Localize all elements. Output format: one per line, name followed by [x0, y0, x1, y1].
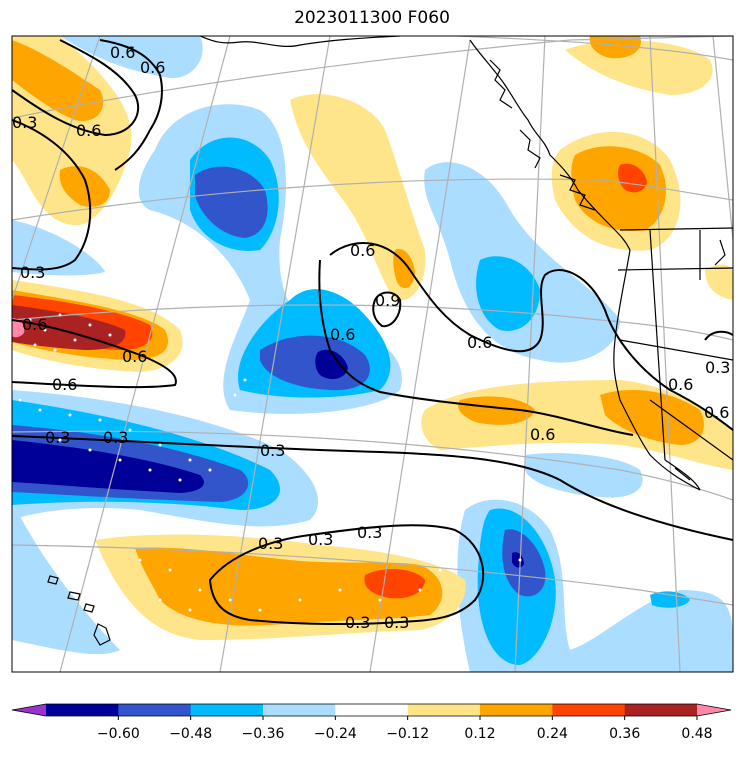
stipple-dots	[18, 313, 522, 612]
contour-label: 0.3	[12, 113, 37, 132]
contour-label: 0.6	[22, 315, 47, 334]
colorbar-tick-label: 0.36	[609, 726, 640, 742]
contour-label: 0.3	[103, 428, 128, 447]
contour-label: 0.9	[375, 291, 400, 310]
colorbar-segment	[263, 704, 336, 716]
contour-label: 0.6	[122, 347, 147, 366]
colorbar-segment	[46, 704, 119, 716]
contour-label: 0.3	[345, 613, 370, 632]
contour-label: 0.6	[704, 403, 729, 422]
pink-fills	[12, 318, 25, 338]
coastlines	[199, 36, 733, 491]
contour-label: 0.6	[330, 325, 355, 344]
colorbar-tick-label: 0.24	[537, 726, 568, 742]
colorbar-segment	[190, 704, 264, 716]
hawaii-islands	[47, 575, 111, 646]
contour-label: 0.3	[705, 358, 730, 377]
colorbar-segment	[624, 704, 698, 716]
dark-red-fills	[12, 305, 126, 350]
colorbar-outline	[11, 703, 732, 717]
contour-label: 0.6	[668, 375, 693, 394]
colorbar-extend-max	[697, 704, 731, 716]
contour-label: 0.3	[258, 534, 283, 553]
colorbar: −0.60 −0.48 −0.36 −0.24 −0.12 0.12 0.24 0.36 0.4…	[11, 703, 732, 742]
colorbar-tick-label: −0.12	[386, 726, 429, 742]
colorbar-tick-label: 0.12	[464, 726, 495, 742]
colorbar-segment	[552, 704, 626, 716]
colorbar-segment	[118, 704, 192, 716]
contour-labels: 0.6 0.6 0.3 0.6 0.3 0.6 0.6 0.6 0.9 0.6 …	[12, 43, 730, 632]
navy-fills	[12, 349, 524, 568]
colorbar-tick-label: −0.24	[314, 726, 357, 742]
contour-label: 0.3	[384, 613, 409, 632]
contour-label: 0.6	[110, 43, 135, 62]
contour-lines	[12, 39, 733, 626]
colorbar-extend-min	[12, 704, 46, 716]
contour-label: 0.6	[467, 333, 492, 352]
contour-label: 0.3	[357, 523, 382, 542]
colorbar-segment	[480, 704, 553, 716]
colorbar-tick-label: 0.48	[681, 726, 712, 742]
map-title: 2023011300 F060	[294, 8, 450, 28]
contour-label: 0.3	[20, 263, 45, 282]
colorbar-tick-label: −0.36	[242, 726, 285, 742]
contour-label: 0.6	[76, 121, 101, 140]
colorbar-tick-label: −0.60	[97, 726, 140, 742]
contour-label: 0.6	[530, 425, 555, 444]
contour-label: 0.6	[350, 241, 375, 260]
graticule-lines	[12, 36, 733, 672]
contour-label: 0.3	[45, 428, 70, 447]
plot-frame	[11, 35, 734, 673]
contour-label: 0.6	[140, 58, 165, 77]
colorbar-tick-label: −0.48	[169, 726, 212, 742]
colorbar-segment	[335, 704, 409, 716]
plot-area: 0.6 0.6 0.3 0.6 0.3 0.6 0.6 0.6 0.9 0.6 …	[12, 36, 733, 672]
contour-label: 0.6	[52, 375, 77, 394]
colorbar-segment	[407, 704, 481, 716]
contour-label: 0.3	[308, 530, 333, 549]
contour-label: 0.3	[260, 441, 285, 460]
